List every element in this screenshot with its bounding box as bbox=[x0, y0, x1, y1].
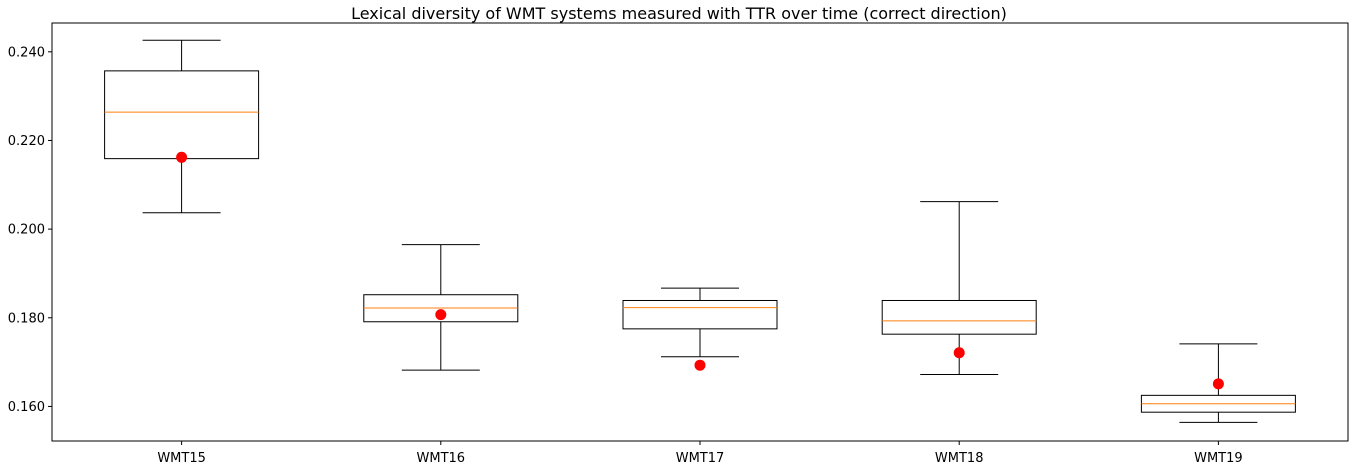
y-tick-label: 0.220 bbox=[8, 134, 45, 149]
y-tick-label: 0.240 bbox=[8, 45, 45, 60]
box-iqr bbox=[622, 299, 778, 330]
plot-frame bbox=[51, 22, 1349, 442]
highlight-point bbox=[1212, 378, 1224, 390]
x-tick-label: WMT16 bbox=[417, 451, 466, 466]
x-tick-label: WMT18 bbox=[935, 451, 984, 466]
x-axis: WMT15 WMT16 WMT17 WMT18 WMT19 bbox=[157, 441, 1243, 466]
y-tick-label: 0.200 bbox=[8, 223, 45, 238]
x-tick-label: WMT19 bbox=[1194, 451, 1243, 466]
y-tick-label: 0.180 bbox=[8, 311, 45, 326]
highlight-point bbox=[953, 347, 965, 359]
x-tick-label: WMT15 bbox=[157, 451, 206, 466]
chart-title: Lexical diversity of WMT systems measure… bbox=[351, 4, 1007, 23]
y-axis: 0.160 0.180 0.200 0.220 0.240 bbox=[8, 45, 52, 415]
box-iqr bbox=[104, 70, 260, 160]
x-tick-label: WMT17 bbox=[676, 451, 725, 466]
highlight-point bbox=[435, 309, 447, 321]
box-iqr bbox=[881, 299, 1037, 335]
y-tick-label: 0.160 bbox=[8, 400, 45, 415]
box-group bbox=[104, 39, 1296, 423]
highlight-point bbox=[694, 359, 706, 371]
highlight-point bbox=[176, 151, 188, 163]
